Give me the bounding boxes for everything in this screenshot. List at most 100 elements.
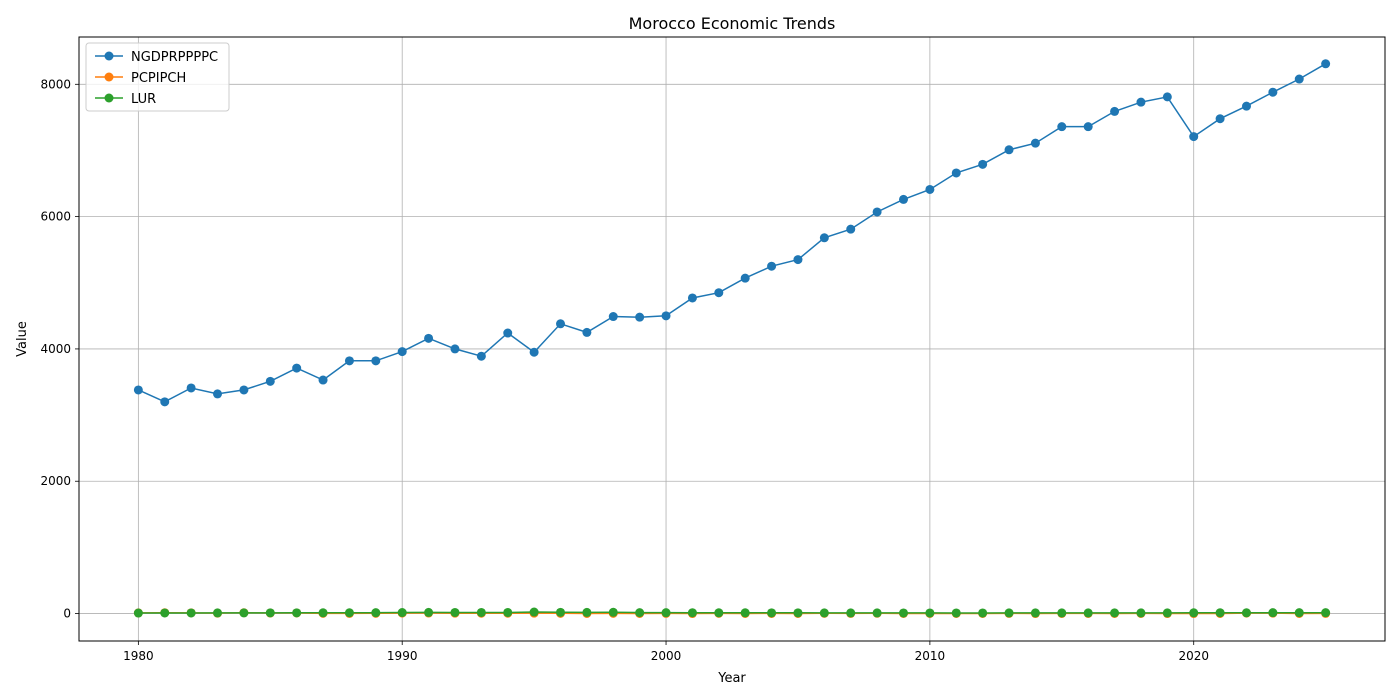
data-point-lur <box>1083 608 1093 618</box>
data-point-ngdprppppc <box>951 168 961 178</box>
y-tick-label: 8000 <box>40 77 71 91</box>
data-point-ngdprppppc <box>1110 106 1120 116</box>
chart-title: Morocco Economic Trends <box>629 14 836 33</box>
data-point-lur <box>661 608 671 618</box>
data-point-ngdprppppc <box>1215 114 1225 124</box>
series-line-lur <box>138 611 1326 614</box>
data-point-lur <box>529 607 539 617</box>
data-point-lur <box>133 608 143 618</box>
data-point-lur <box>925 608 935 618</box>
grid-lines <box>79 37 1385 641</box>
legend-item-ngdprppppc: NGDPRPPPPC <box>95 50 218 65</box>
data-point-lur <box>1110 608 1120 618</box>
legend-swatch-marker <box>104 51 114 61</box>
data-point-ngdprppppc <box>925 184 935 194</box>
data-point-ngdprppppc <box>397 347 407 357</box>
data-point-lur <box>450 607 460 617</box>
data-point-lur <box>1268 608 1278 618</box>
legend-swatch-marker <box>104 72 114 82</box>
data-point-ngdprppppc <box>1162 92 1172 102</box>
data-point-ngdprppppc <box>1083 122 1093 132</box>
series-ngdprppppc <box>133 59 1331 407</box>
legend-box <box>85 42 230 112</box>
data-point-ngdprppppc <box>1294 74 1304 84</box>
data-point-lur <box>1241 608 1251 618</box>
y-tick-label: 6000 <box>40 210 71 224</box>
data-point-lur <box>424 607 434 617</box>
data-point-lur <box>160 608 170 618</box>
data-point-lur <box>793 608 803 618</box>
data-point-lur <box>344 608 354 618</box>
data-point-lur <box>582 607 592 617</box>
data-point-lur <box>740 608 750 618</box>
y-axis-label: Value <box>15 321 30 357</box>
data-point-lur <box>1294 608 1304 618</box>
y-tick-label: 2000 <box>40 474 71 488</box>
data-point-ngdprppppc <box>371 356 381 366</box>
data-point-lur <box>1189 608 1199 618</box>
data-point-ngdprppppc <box>661 311 671 321</box>
data-point-ngdprppppc <box>687 293 697 303</box>
data-point-ngdprppppc <box>1136 97 1146 107</box>
data-point-lur <box>608 607 618 617</box>
data-point-lur <box>714 608 724 618</box>
x-tick-label: 2010 <box>915 649 946 663</box>
data-point-ngdprppppc <box>767 261 777 271</box>
x-tick-label: 1980 <box>123 649 154 663</box>
data-point-lur <box>265 608 275 618</box>
data-point-lur <box>819 608 829 618</box>
data-point-lur <box>1057 608 1067 618</box>
data-point-lur <box>503 607 513 617</box>
legend-label: LUR <box>131 92 156 107</box>
data-point-lur <box>687 608 697 618</box>
series-lur <box>133 607 1331 618</box>
plot-frame <box>78 36 1386 642</box>
data-point-ngdprppppc <box>503 328 513 338</box>
data-point-lur <box>767 608 777 618</box>
data-point-lur <box>1136 608 1146 618</box>
data-point-ngdprppppc <box>239 385 249 395</box>
x-tick-label: 1990 <box>387 649 418 663</box>
data-point-lur <box>872 608 882 618</box>
data-point-ngdprppppc <box>186 383 196 393</box>
data-point-ngdprppppc <box>872 207 882 217</box>
x-tick-label: 2000 <box>651 649 682 663</box>
data-point-ngdprppppc <box>1268 87 1278 97</box>
legend-swatch-marker <box>104 93 114 103</box>
data-point-ngdprppppc <box>819 233 829 243</box>
data-point-ngdprppppc <box>1004 145 1014 155</box>
data-point-ngdprppppc <box>556 319 566 329</box>
data-point-lur <box>397 608 407 618</box>
data-point-ngdprppppc <box>292 363 302 373</box>
data-point-ngdprppppc <box>740 273 750 283</box>
data-point-ngdprppppc <box>898 194 908 204</box>
data-point-ngdprppppc <box>529 347 539 357</box>
data-point-ngdprppppc <box>1241 101 1251 111</box>
data-point-lur <box>1162 608 1172 618</box>
x-tick-label: 2020 <box>1178 649 1209 663</box>
x-axis-label: Year <box>717 671 746 686</box>
data-point-lur <box>239 608 249 618</box>
data-point-ngdprppppc <box>714 288 724 298</box>
data-point-lur <box>898 608 908 618</box>
data-point-lur <box>371 608 381 618</box>
data-point-ngdprppppc <box>450 344 460 354</box>
data-point-lur <box>978 608 988 618</box>
legend: NGDPRPPPPC PCPIPCH LUR <box>85 42 230 112</box>
data-point-lur <box>846 608 856 618</box>
legend-label: NGDPRPPPPC <box>131 50 218 65</box>
data-point-lur <box>292 608 302 618</box>
data-point-ngdprppppc <box>793 255 803 265</box>
data-point-lur <box>318 608 328 618</box>
data-point-ngdprppppc <box>160 397 170 407</box>
data-point-ngdprppppc <box>476 351 486 361</box>
data-point-ngdprppppc <box>265 376 275 386</box>
data-point-lur <box>635 608 645 618</box>
data-point-ngdprppppc <box>635 312 645 322</box>
legend-label: PCPIPCH <box>131 71 186 86</box>
axis-ticks: 1980 1990 2000 2010 2020 0 2000 4000 6000 8000 <box>40 77 1209 663</box>
series-layer <box>133 59 1331 619</box>
data-point-ngdprppppc <box>978 159 988 169</box>
data-point-lur <box>556 607 566 617</box>
